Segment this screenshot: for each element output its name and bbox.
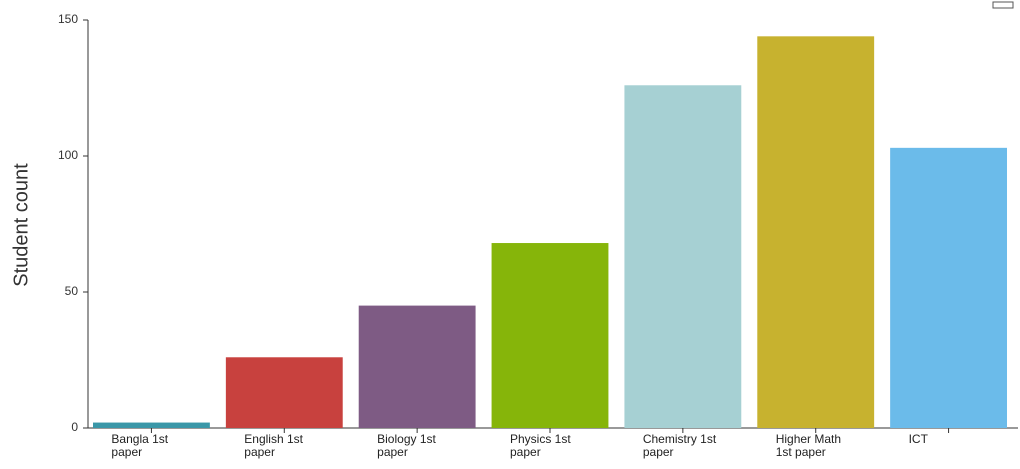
bar (358, 305, 476, 428)
y-tick-label: 50 (65, 284, 79, 298)
bar (624, 85, 742, 428)
bar (757, 36, 875, 428)
bar (93, 422, 210, 428)
bar (491, 243, 609, 428)
x-tick-label: Higher Math 1st paper (775, 432, 842, 459)
y-tick-label: 100 (58, 148, 78, 162)
y-tick-label: 0 (71, 420, 78, 434)
bar (890, 147, 1007, 428)
x-tick-label: ICT (908, 432, 928, 446)
x-tick-label: English 1st paper (244, 432, 303, 459)
x-tick-label: Physics 1st paper (510, 432, 571, 459)
x-tick-label: Bangla 1st paper (111, 432, 169, 459)
bar (225, 357, 343, 428)
y-tick-label: 150 (58, 12, 78, 26)
menu-icon[interactable] (992, 1, 1014, 9)
x-tick-label: Biology 1st paper (377, 432, 436, 459)
x-tick-label: Chemistry 1st paper (642, 432, 717, 459)
y-axis-label: Student count (10, 163, 32, 287)
